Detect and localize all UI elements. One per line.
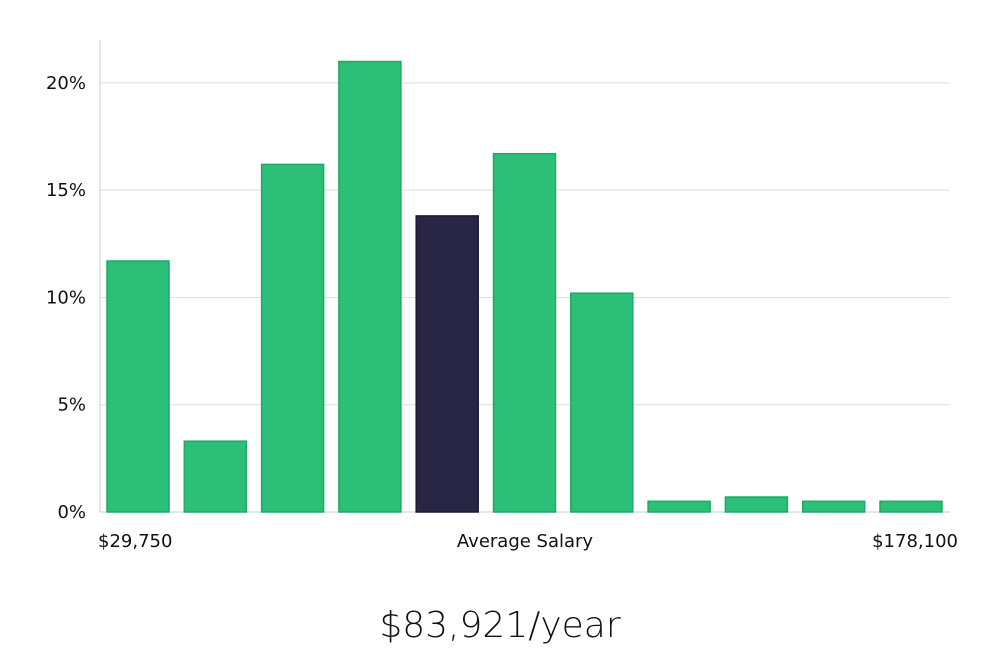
y-tick-label: 5% [57, 395, 86, 416]
bar-7 [647, 500, 711, 513]
bar-2 [260, 163, 325, 513]
average-salary-value: $83,921/year [379, 605, 621, 646]
bar-1 [183, 440, 248, 513]
y-tick-labels: 0% 5% 10% 15% 20% [46, 73, 86, 523]
salary-histogram: 0% 5% 10% 15% 20% $29,750 Average Salary $17… [46, 40, 958, 552]
bar-5 [492, 152, 557, 513]
x-min-label: $29,750 [98, 531, 172, 552]
y-tick-label: 20% [46, 73, 86, 94]
y-tick-label: 15% [46, 180, 86, 201]
y-tick-label: 0% [57, 502, 86, 523]
bar-average-bin [415, 215, 479, 513]
x-max-label: $178,100 [872, 531, 958, 552]
histogram-bars [106, 60, 943, 513]
bar-10 [879, 500, 943, 513]
x-axis-title: Average Salary [457, 531, 594, 552]
bar-8 [724, 496, 789, 513]
bar-9 [801, 500, 866, 513]
bar-3 [338, 60, 402, 513]
y-tick-label: 10% [46, 287, 86, 308]
bar-0 [106, 260, 170, 513]
bar-6 [570, 292, 634, 513]
